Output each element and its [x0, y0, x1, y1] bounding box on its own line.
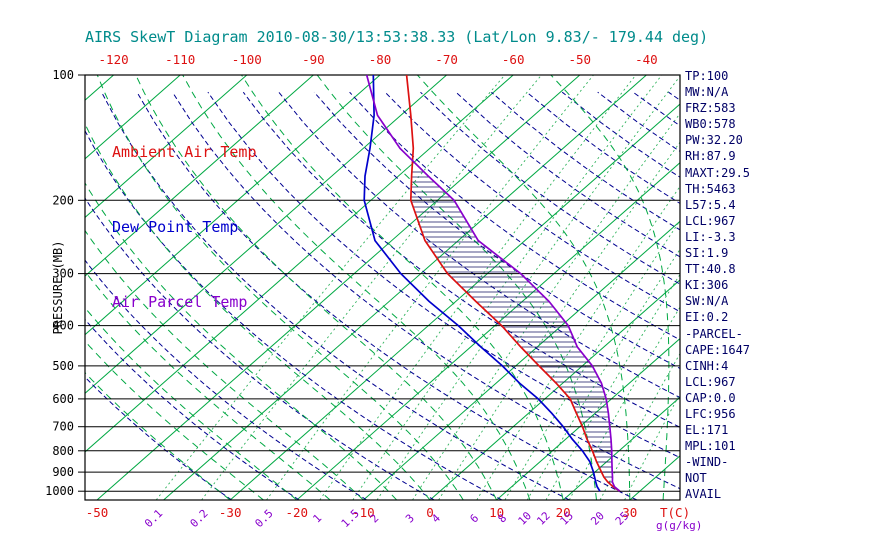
stat-line: CAPE:1647	[685, 342, 751, 357]
legend-dew-point-temp: Dew Point Temp	[112, 218, 239, 236]
stat-line: MAXT:29.5	[685, 165, 751, 180]
bottom-temp-label: 30	[622, 505, 637, 520]
moist-adiabat-lines	[85, 75, 670, 500]
top-temp-label: -90	[302, 52, 325, 67]
stat-line: FRZ:583	[685, 101, 736, 116]
mixing-ratio-label: 3	[403, 512, 417, 526]
top-temp-label: -80	[369, 52, 392, 67]
stat-line: EL:171	[685, 423, 729, 438]
mixing-ratio-lines	[155, 75, 680, 500]
pressure-tick-label: 600	[52, 392, 74, 406]
top-temp-labels: -120 -110 -100 -90 -80 -70 -60 -50 -40	[99, 52, 658, 67]
top-temp-label: -120	[99, 52, 129, 67]
pressure-tick-label: 800	[52, 444, 74, 458]
stat-line: -PARCEL-	[685, 326, 743, 341]
stat-line: AVAIL	[685, 487, 722, 502]
stat-line: LFC:956	[685, 406, 736, 421]
mixing-unit-label: g(g/kg)	[656, 519, 702, 532]
sounding-curves	[363, 74, 621, 492]
bottom-temp-label: 10	[489, 505, 504, 520]
pressure-tick-label: 1000	[45, 484, 74, 498]
series-ambient-air-temp	[405, 74, 621, 492]
stat-line: MW:N/A	[685, 85, 729, 100]
stat-line: PW:32.20	[685, 133, 743, 148]
mixing-ratio-label: 0.5	[252, 507, 275, 530]
pressure-tick-label: 100	[52, 68, 74, 82]
mixing-ratio-label: 10	[516, 509, 535, 528]
stat-line: SW:N/A	[685, 294, 729, 309]
top-temp-label: -70	[435, 52, 458, 67]
stat-line: LI:-3.3	[685, 229, 736, 244]
stat-line: CINH:4	[685, 358, 729, 373]
stats-panel: TP:100 MW:N/A FRZ:583 WB0:578 PW:32.20 RH:87.…	[685, 68, 750, 503]
stat-line: EI:0.2	[685, 310, 729, 325]
temp-unit-label: T(C)	[660, 505, 690, 520]
top-temp-label: -110	[165, 52, 195, 67]
mixing-ratio-label: 0.1	[142, 507, 165, 530]
pressure-tick-label: 200	[52, 193, 74, 207]
bottom-temp-label: 0	[426, 505, 434, 520]
stat-line: TT:40.8	[685, 262, 736, 277]
stat-line: LCL:967	[685, 374, 736, 389]
pressure-tick-label: 400	[52, 319, 74, 333]
bottom-temp-label: 20	[556, 505, 571, 520]
mixing-ratio-label: 4	[429, 511, 443, 525]
bottom-temp-label: -20	[286, 505, 309, 520]
plot-border	[84, 74, 681, 501]
legend-air-parcel-temp: Air Parcel Temp	[112, 293, 248, 311]
top-temp-label: -40	[635, 52, 658, 67]
cape-hatch	[410, 171, 613, 483]
bottom-temp-label: -50	[86, 505, 109, 520]
series-air-parcel-temp	[365, 74, 621, 492]
series-dew-point-temp	[363, 74, 601, 492]
stat-line: RH:87.9	[685, 149, 736, 164]
pressure-tick-label: 900	[52, 465, 74, 479]
stat-line: TH:5463	[685, 181, 736, 196]
stat-line: -WIND-	[685, 455, 729, 470]
chart-title: AIRS SkewT Diagram 2010-08-30/13:53:38.3…	[85, 28, 709, 46]
stat-line: CAP:0.0	[685, 390, 736, 405]
stat-line: MPL:101	[685, 439, 736, 454]
mixing-ratio-label: 0.2	[188, 507, 211, 530]
mixing-ratio-label: 20	[588, 509, 607, 528]
stat-line: NOT	[685, 471, 707, 486]
bottom-temp-label: -30	[219, 505, 242, 520]
bottom-temp-labels: -50 -30 -20 -10 0 10 20 30	[86, 505, 638, 520]
isobar-lines	[78, 74, 680, 492]
mixing-ratio-label: 6	[467, 512, 481, 526]
legend-ambient-air-temp: Ambient Air Temp	[112, 143, 257, 161]
mixing-ratio-label: 12	[534, 509, 553, 528]
bottom-temp-label: -10	[352, 505, 375, 520]
pressure-tick-label: 700	[52, 420, 74, 434]
pressure-axis-label: PRESSURE (MB)	[51, 241, 65, 335]
legend: Ambient Air Temp Dew Point Temp Air Parc…	[112, 90, 257, 365]
mixing-ratio-label: 1	[310, 512, 324, 526]
top-temp-label: -60	[502, 52, 525, 67]
stat-line: LCL:967	[685, 213, 736, 228]
pressure-tick-label: 500	[52, 359, 74, 373]
stat-line: SI:1.9	[685, 246, 729, 261]
top-temp-label: -50	[569, 52, 592, 67]
stat-line: TP:100	[685, 69, 729, 83]
stat-line: L57:5.4	[685, 197, 736, 212]
background-lines	[85, 75, 680, 500]
pressure-tick-labels: 100 200 300 400 500 600 700 800 900 1000	[45, 68, 74, 498]
stat-line: WB0:578	[685, 117, 736, 132]
stat-line: KI:306	[685, 278, 729, 293]
top-temp-label: -100	[232, 52, 262, 67]
pressure-tick-label: 300	[52, 267, 74, 281]
